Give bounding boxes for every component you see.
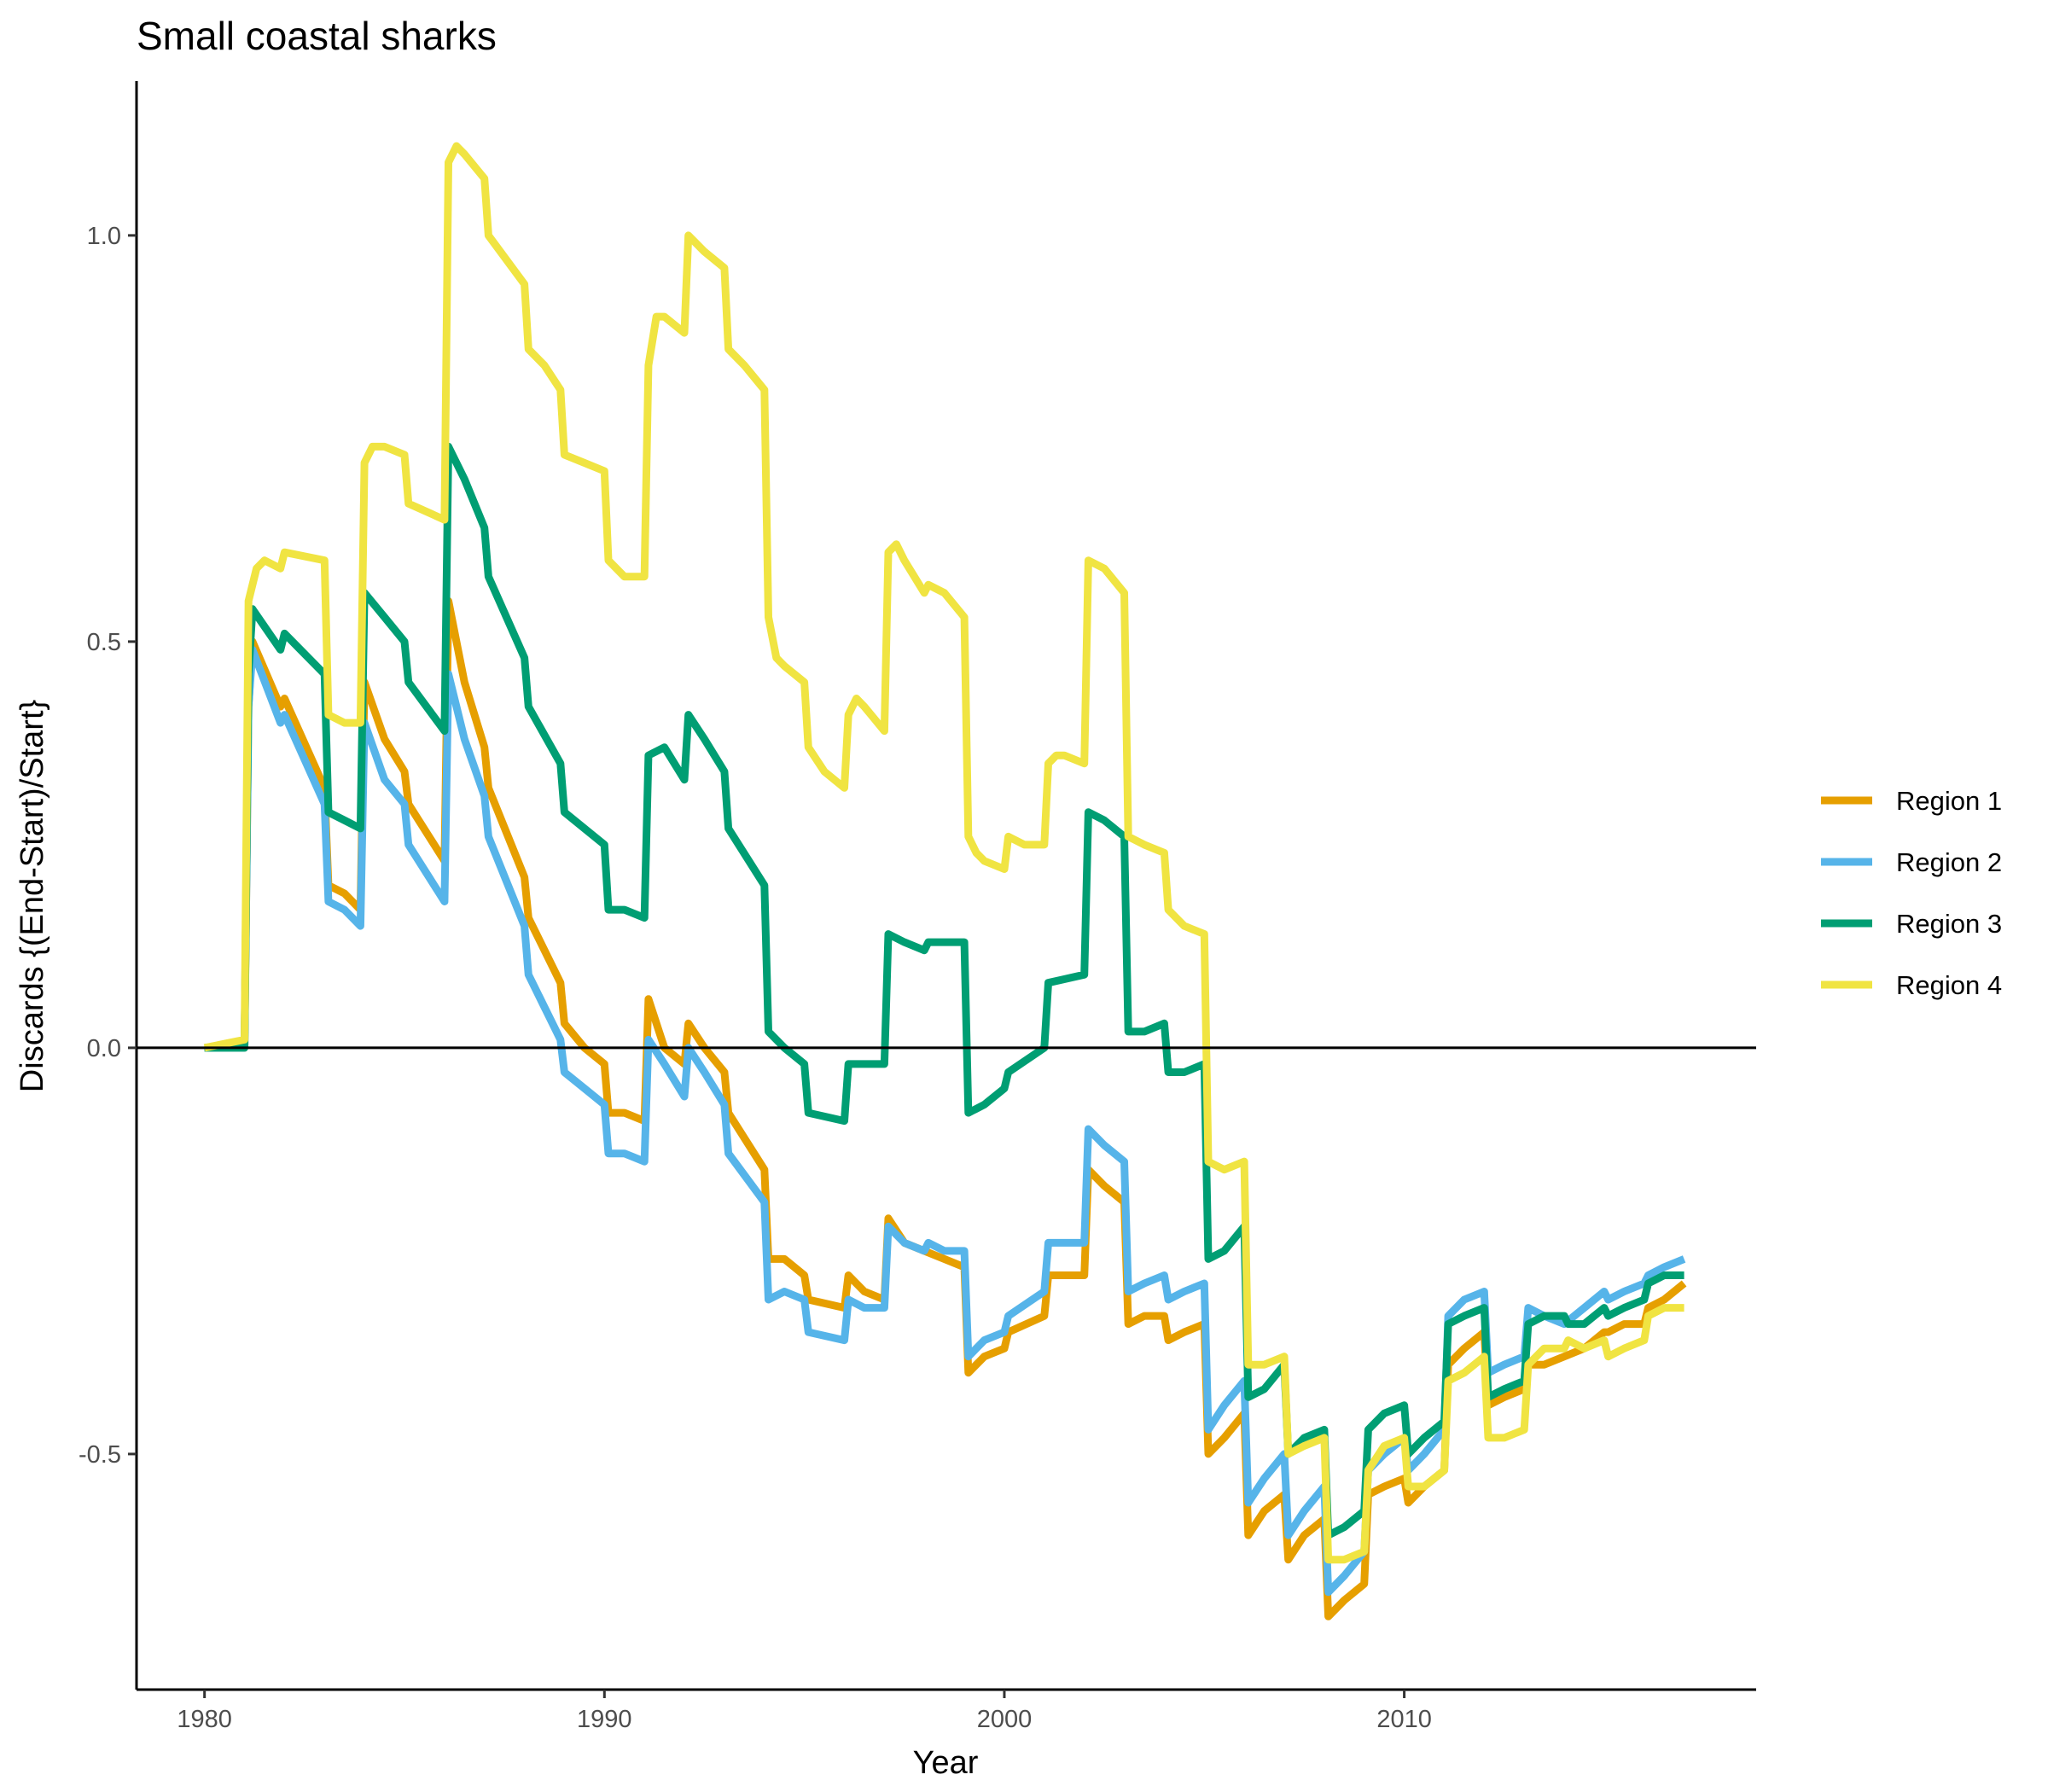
x-tick-label: 2010: [1376, 1706, 1432, 1733]
y-axis-ticks: -0.5 0.0 0.5 1.0: [79, 223, 137, 1469]
y-tick-label: 1.0: [87, 223, 121, 250]
legend-label: Region 2: [1896, 847, 2002, 877]
y-tick-label: -0.5: [79, 1441, 121, 1469]
y-tick-label: 0.5: [87, 629, 121, 656]
legend-label: Region 4: [1896, 970, 2002, 1000]
series-line-region-4: [203, 142, 1684, 1564]
series-line-region-3: [204, 442, 1684, 1539]
legend-label: Region 3: [1896, 909, 2002, 939]
legend-label: Region 1: [1896, 786, 2002, 816]
series-lines: [203, 142, 1687, 1620]
y-axis-title: Discards {(End-Start)/Start}: [15, 700, 50, 1092]
x-tick-label: 1980: [177, 1706, 232, 1733]
y-tick-label: 0.0: [87, 1035, 121, 1062]
legend: Region 1 Region 2 Region 3 Region 4: [1821, 786, 2002, 1000]
chart-title: Small coastal sharks: [137, 14, 497, 58]
x-tick-label: 2000: [977, 1706, 1033, 1733]
x-axis-title: Year: [913, 1745, 979, 1781]
x-tick-label: 1990: [577, 1706, 632, 1733]
x-axis-ticks: 1980 1990 2000 2010: [177, 1690, 1432, 1733]
